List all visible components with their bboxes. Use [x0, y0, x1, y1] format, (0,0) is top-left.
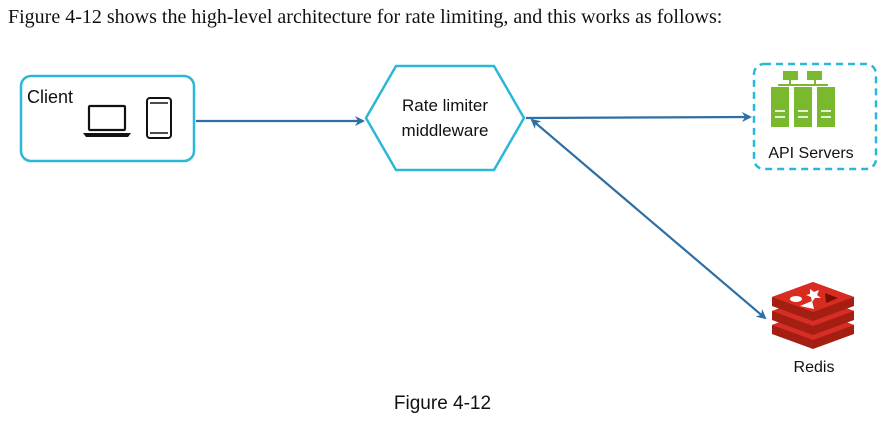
redis-node: Redis: [772, 282, 854, 376]
server-rack-icon: [771, 71, 835, 127]
rate-limiter-label-line2: middleware: [402, 121, 489, 140]
phone-icon: [146, 97, 172, 139]
api-servers-label: API Servers: [768, 145, 853, 162]
figure-caption: Figure 4-12: [393, 393, 492, 414]
rate-limiter-label-line1: Rate limiter: [402, 96, 488, 115]
rate-limiter-hexagon: [364, 64, 526, 172]
rate-limiter-node: Rate limiter middleware: [364, 64, 526, 172]
redis-logo-icon: [772, 282, 854, 349]
arrow-rate-limiter-redis: [530, 118, 767, 320]
client-node: Client: [19, 74, 196, 163]
api-servers-node: API Servers: [752, 62, 878, 171]
redis-label: Redis: [794, 359, 835, 376]
arrow-rate-limiter-to-api-servers: [525, 112, 752, 123]
client-label: Client: [27, 87, 73, 107]
laptop-icon: [83, 104, 131, 137]
intro-text: Figure 4-12 shows the high-level archite…: [8, 6, 723, 28]
